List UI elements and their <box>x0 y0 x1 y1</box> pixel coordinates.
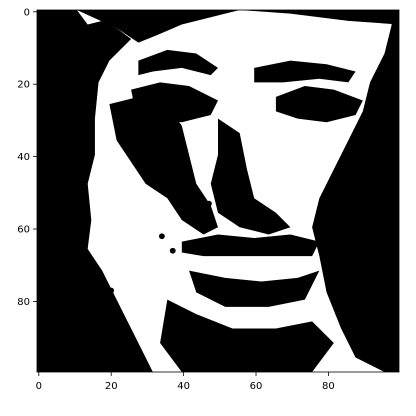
speckle-10 <box>108 341 115 348</box>
left-eye <box>131 82 218 123</box>
speckle-13 <box>169 247 176 254</box>
speckle-1 <box>68 12 75 19</box>
speckle-6 <box>64 168 71 174</box>
right-dark-region <box>312 10 399 372</box>
speckle-15 <box>187 215 194 222</box>
speckle-12 <box>158 233 165 240</box>
x-tick-label: 60 <box>250 381 263 392</box>
speckle-16 <box>108 287 115 294</box>
speckle-11 <box>115 356 122 363</box>
y-tick-label: 20 <box>17 80 30 91</box>
y-tick-label: 40 <box>17 152 30 163</box>
x-tick-label: 80 <box>322 381 335 392</box>
speckle-2 <box>46 34 53 41</box>
nose-shadow <box>210 118 291 235</box>
speckle-5 <box>72 160 78 167</box>
speckle-4 <box>57 153 64 160</box>
x-axis: 0 20 40 60 80 <box>36 372 335 392</box>
x-tick-label: 40 <box>177 381 190 392</box>
left-dark-region <box>37 10 153 372</box>
y-axis: 0 20 40 60 80 <box>17 7 37 308</box>
x-tick-label: 20 <box>105 381 118 392</box>
left-eyebrow <box>138 49 218 76</box>
right-eyebrow <box>254 60 356 83</box>
speckle-9 <box>68 262 75 269</box>
y-tick-label: 60 <box>17 225 30 236</box>
chin-shadow <box>160 299 334 372</box>
binary-image <box>37 10 399 372</box>
lower-lip <box>189 270 320 307</box>
plot-area <box>36 9 400 373</box>
left-cheek-shadow <box>109 96 218 235</box>
y-tick-label: 0 <box>24 7 30 18</box>
speckle-14 <box>206 200 212 207</box>
axes-frame <box>36 9 400 373</box>
speckle-8 <box>57 233 64 240</box>
x-tick-label: 0 <box>36 381 42 392</box>
speckle-0 <box>50 16 57 22</box>
right-eye <box>275 86 363 123</box>
y-tick-label: 80 <box>17 297 30 308</box>
speckle-7 <box>79 179 86 185</box>
top-dark-region <box>76 10 399 43</box>
upper-lip <box>181 234 320 257</box>
speckle-3 <box>43 139 49 146</box>
